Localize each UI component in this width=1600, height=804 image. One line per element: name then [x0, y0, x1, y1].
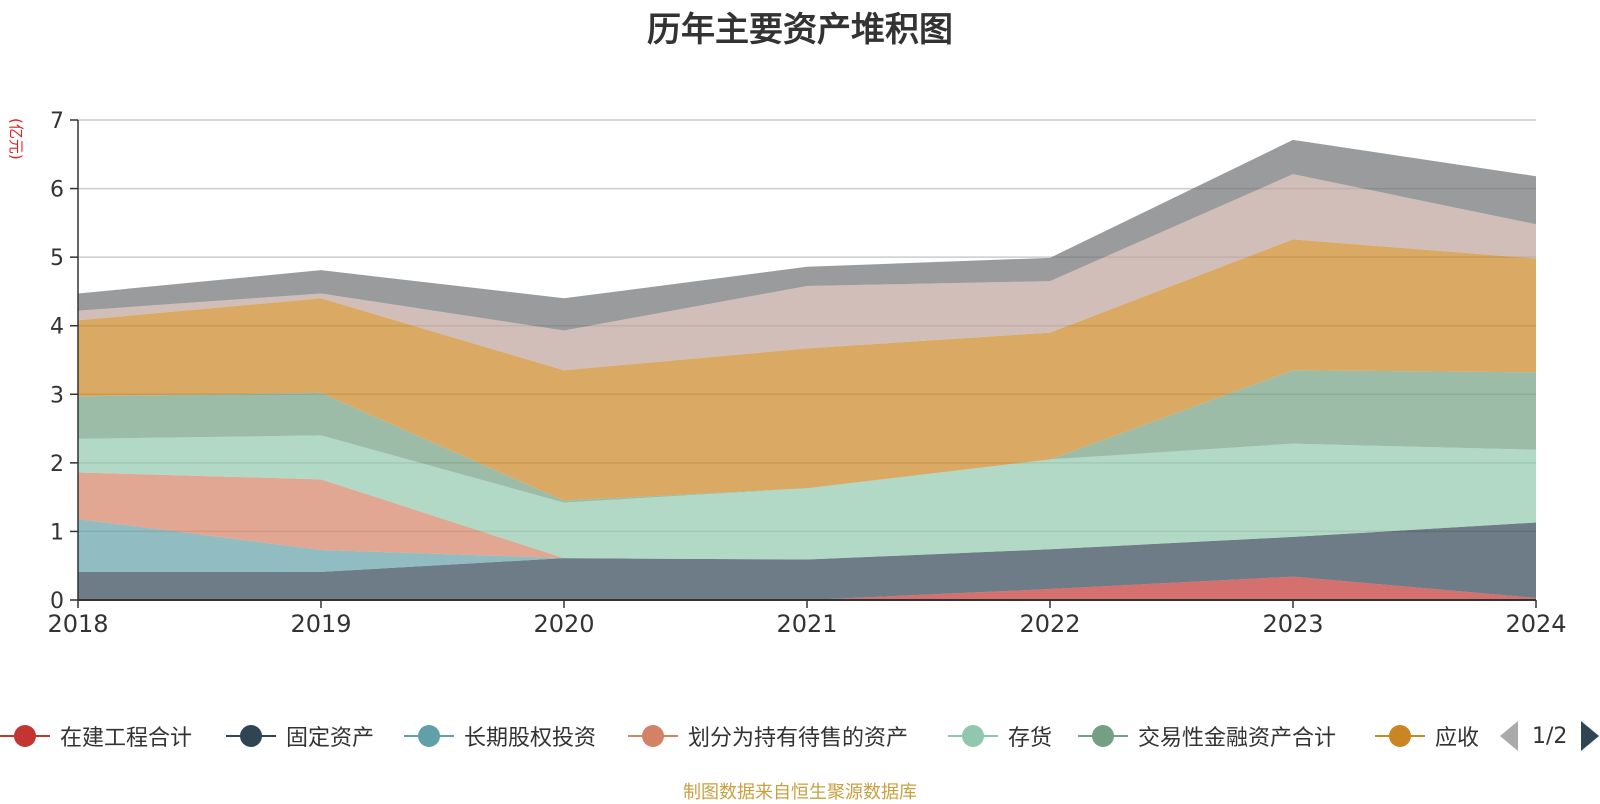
legend-marker-icon — [1375, 718, 1425, 754]
area-series-3 — [78, 472, 1536, 560]
legend-marker-icon — [0, 718, 50, 754]
legend-item[interactable]: 存货 — [948, 718, 1052, 754]
legend-label: 交易性金融资产合计 — [1138, 726, 1337, 751]
x-tick-label: 2019 — [290, 610, 351, 638]
legend-label: 固定资产 — [286, 726, 375, 751]
legend-label: 长期股权投资 — [464, 726, 597, 751]
y-tick-label: 2 — [50, 452, 64, 477]
area-series-8 — [78, 139, 1536, 331]
legend-label: 应收 — [1435, 726, 1480, 751]
legend-marker-icon — [226, 718, 276, 754]
y-tick-label: 6 — [50, 178, 64, 203]
legend-item[interactable]: 在建工程合计 — [0, 718, 192, 754]
chart-title: 历年主要资产堆积图 — [647, 10, 953, 50]
x-tick-label: 2020 — [533, 610, 594, 638]
legend-next-page-icon[interactable] — [1581, 721, 1600, 751]
area-series — [78, 139, 1536, 600]
area-series-5 — [78, 370, 1536, 503]
legend-marker-icon — [628, 718, 678, 754]
area-series-4 — [78, 435, 1536, 560]
legend-label: 在建工程合计 — [60, 726, 193, 751]
y-tick-label: 0 — [50, 589, 64, 614]
x-tick-label: 2023 — [1262, 610, 1323, 638]
legend: 在建工程合计 固定资产 长期股权投资 划分为持有待售的资产 存货 交易性金融资产合计 应收 — [0, 718, 1600, 754]
x-tick-label: 2024 — [1505, 610, 1566, 638]
legend-prev-page-icon[interactable] — [1500, 721, 1518, 751]
y-tick-label: 7 — [50, 109, 64, 134]
axes: 0 1 2 3 4 5 6 7 2018 2019 2020 2021 2022 2023 2024 — [47, 109, 1566, 638]
legend-item[interactable]: 长期股权投资 — [404, 718, 596, 754]
legend-page-indicator: 1/2 — [1532, 723, 1568, 749]
x-tick-label: 2018 — [47, 610, 108, 638]
legend-pager: 1/2 — [1500, 718, 1600, 754]
area-series-7 — [78, 174, 1536, 371]
area-series-6 — [78, 239, 1536, 501]
legend-label: 划分为持有待售的资产 — [688, 726, 909, 751]
y-tick-label: 5 — [50, 246, 64, 271]
area-series-0 — [78, 576, 1536, 600]
legend-item[interactable]: 固定资产 — [226, 718, 374, 754]
stacked-area-chart: 0 1 2 3 4 5 6 7 2018 2019 2020 2021 2022 2023 2024 — [47, 109, 1566, 638]
source-note: 制图数据来自恒生聚源数据库 — [683, 782, 917, 803]
legend-item[interactable]: 划分为持有待售的资产 — [628, 718, 908, 754]
legend-item[interactable]: 交易性金融资产合计 — [1078, 718, 1336, 754]
x-tick-label: 2021 — [776, 610, 837, 638]
y-tick-label: 4 — [50, 315, 64, 340]
x-tick-label: 2022 — [1019, 610, 1080, 638]
y-tick-label: 3 — [50, 383, 64, 408]
legend-marker-icon — [1078, 718, 1128, 754]
legend-label: 存货 — [1008, 726, 1053, 751]
y-tick-label: 1 — [50, 520, 64, 545]
area-series-2 — [78, 519, 1536, 572]
legend-marker-icon — [948, 718, 998, 754]
legend-marker-icon — [404, 718, 454, 754]
area-series-1 — [78, 522, 1536, 600]
legend-item[interactable]: 应收 — [1375, 718, 1479, 754]
